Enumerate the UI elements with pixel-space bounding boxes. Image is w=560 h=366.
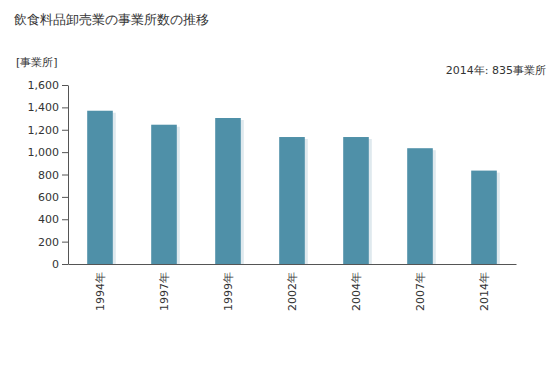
- y-tick-label: 1,600: [28, 79, 60, 92]
- y-tick-mark: [62, 197, 68, 198]
- y-tick-mark: [62, 175, 68, 176]
- x-tick-label: 2014年: [478, 272, 491, 311]
- y-axis: 0 200 400 600 800 1,000 1,200 1,400 1,600: [28, 79, 69, 271]
- bars: [87, 111, 500, 264]
- y-tick-mark: [62, 264, 68, 265]
- y-tick-label: 0: [52, 258, 59, 271]
- chart: 飲食料品卸売業の事業所数の推移 2014年: 835事業所 [事業所] 0 200 400…: [0, 0, 560, 366]
- x-tick-label: 1997年: [158, 272, 171, 311]
- y-tick-mark: [62, 219, 68, 220]
- y-tick-mark: [62, 85, 68, 86]
- x-axis-line: [69, 264, 517, 265]
- y-tick: 0: [52, 258, 68, 271]
- title: 飲食料品卸売業の事業所数の推移: [14, 12, 209, 27]
- x-tick: 2007年: [414, 264, 427, 311]
- bar: [343, 137, 369, 264]
- x-tick: 2014年: [478, 264, 491, 311]
- y-tick: 600: [38, 191, 68, 204]
- x-tick-label: 2007年: [414, 272, 427, 311]
- y-axis-title: [事業所]: [16, 56, 58, 69]
- x-axis: 1994年 1997年 1999年 2002年 2004年 2007年 2014年: [69, 264, 517, 311]
- x-tick-label: 1999年: [222, 272, 235, 311]
- bar: [471, 171, 497, 264]
- y-tick: 1,400: [28, 101, 69, 114]
- y-tick-mark: [62, 242, 68, 243]
- y-tick-label: 1,200: [28, 124, 60, 137]
- y-tick-label: 1,000: [28, 146, 60, 159]
- bar: [407, 148, 433, 264]
- x-tick: 1994年: [94, 264, 107, 311]
- x-tick: 2002年: [286, 264, 299, 311]
- y-axis-line: [68, 86, 69, 265]
- x-tick: 1999年: [222, 264, 235, 311]
- bar: [215, 118, 241, 264]
- plot: 02004006008001,0001,2001,4001,6001994年19…: [28, 79, 517, 311]
- x-tick-label: 1994年: [94, 272, 107, 311]
- y-tick: 200: [38, 236, 68, 249]
- y-tick-mark: [62, 152, 68, 153]
- y-tick: 1,600: [28, 79, 69, 92]
- x-tick-label: 2004年: [350, 272, 363, 311]
- y-tick: 1,000: [28, 146, 69, 159]
- bar: [87, 111, 113, 264]
- subtitle: 2014年: 835事業所: [446, 64, 546, 77]
- y-tick: 1,200: [28, 124, 69, 137]
- x-tick: 2004年: [350, 264, 363, 311]
- y-tick: 400: [38, 213, 68, 226]
- bar: [279, 137, 305, 264]
- x-tick: 1997年: [158, 264, 171, 311]
- y-tick-label: 1,400: [28, 101, 60, 114]
- y-tick-label: 400: [38, 213, 59, 226]
- x-tick-label: 2002年: [286, 272, 299, 311]
- y-tick-mark: [62, 130, 68, 131]
- y-tick-label: 600: [38, 191, 59, 204]
- y-tick: 800: [38, 169, 68, 182]
- y-tick-mark: [62, 107, 68, 108]
- bar: [151, 125, 177, 264]
- y-tick-label: 800: [38, 169, 59, 182]
- y-tick-label: 200: [38, 236, 59, 249]
